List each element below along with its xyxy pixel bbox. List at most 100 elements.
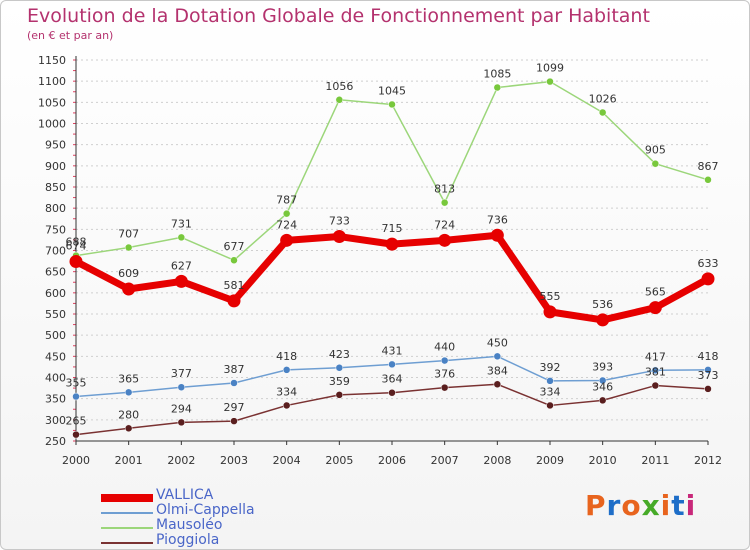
- data-label-pioggiola: 384: [487, 364, 508, 377]
- data-point-olmi-cappella: [177, 383, 186, 391]
- data-label-vallica: 565: [645, 286, 666, 299]
- data-point-pioggiola: [335, 391, 344, 399]
- data-point-pioggiola: [440, 383, 449, 392]
- data-point-vallica: [385, 237, 399, 251]
- data-point-mausol-o: [177, 233, 186, 242]
- data-point-vallica: [701, 272, 715, 286]
- data-point-vallica: [122, 282, 136, 296]
- data-label-pioggiola: 280: [118, 408, 139, 421]
- data-point-vallica: [174, 274, 188, 288]
- data-label-olmi-cappella: 417: [645, 350, 666, 363]
- data-point-olmi-cappella: [493, 352, 502, 361]
- data-label-vallica: 609: [118, 267, 139, 280]
- data-label-pioggiola: 294: [171, 402, 192, 415]
- data-label-olmi-cappella: 393: [592, 360, 613, 373]
- data-point-pioggiola: [493, 380, 502, 389]
- data-label-olmi-cappella: 418: [698, 350, 719, 363]
- data-point-mausol-o: [704, 176, 712, 184]
- legend-swatch: [101, 512, 153, 514]
- logo-letter: t: [671, 489, 686, 522]
- data-label-olmi-cappella: 423: [329, 348, 350, 361]
- data-point-vallica: [227, 294, 241, 308]
- data-label-vallica: 581: [224, 279, 245, 292]
- x-tick-label: 2010: [589, 454, 617, 467]
- data-label-mausol-o: 1056: [325, 80, 353, 93]
- data-point-vallica: [438, 233, 452, 247]
- y-tick-label: 550: [45, 308, 66, 321]
- data-label-olmi-cappella: 387: [224, 363, 245, 376]
- data-point-mausol-o: [335, 96, 344, 104]
- data-label-mausol-o: 867: [698, 160, 719, 173]
- data-label-olmi-cappella: 418: [276, 350, 297, 363]
- data-point-vallica: [69, 255, 83, 269]
- data-point-vallica: [332, 230, 346, 244]
- data-point-pioggiola: [546, 401, 554, 410]
- data-point-olmi-cappella: [704, 366, 712, 374]
- data-label-pioggiola: 346: [592, 380, 613, 393]
- data-label-mausol-o: 1099: [536, 62, 564, 75]
- data-point-olmi-cappella: [546, 377, 554, 385]
- data-label-vallica: 536: [592, 298, 613, 311]
- data-label-vallica: 733: [329, 215, 350, 228]
- data-point-olmi-cappella: [124, 388, 133, 397]
- y-tick-label: 600: [45, 287, 66, 300]
- x-tick-label: 2001: [115, 454, 143, 467]
- logo-letter: i: [685, 489, 697, 522]
- data-label-vallica: 633: [698, 257, 719, 270]
- data-point-mausol-o: [388, 100, 396, 109]
- data-point-pioggiola: [704, 385, 712, 393]
- data-point-pioggiola: [388, 388, 396, 397]
- data-label-pioggiola: 359: [329, 375, 350, 388]
- data-point-mausol-o: [230, 256, 238, 264]
- y-tick-label: 300: [45, 414, 66, 427]
- data-label-vallica: 715: [382, 222, 403, 235]
- proxiti-logo: Proxiti: [585, 489, 696, 522]
- data-label-mausol-o: 707: [118, 228, 139, 241]
- y-tick-label: 900: [45, 160, 66, 173]
- data-point-olmi-cappella: [651, 366, 660, 375]
- data-point-vallica: [280, 233, 294, 247]
- x-tick-label: 2003: [220, 454, 248, 467]
- legend-swatch: [101, 494, 153, 502]
- data-label-pioggiola: 373: [698, 369, 719, 382]
- data-point-olmi-cappella: [440, 356, 449, 365]
- data-point-mausol-o: [493, 83, 502, 92]
- legend-label: VALLICA: [156, 487, 214, 503]
- data-label-pioggiola: 334: [540, 385, 561, 398]
- data-point-mausol-o: [124, 243, 133, 252]
- y-tick-label: 450: [45, 350, 66, 363]
- x-tick-label: 2012: [694, 454, 722, 467]
- y-tick-label: 800: [45, 202, 66, 215]
- data-point-vallica: [543, 305, 557, 319]
- y-tick-label: 1050: [38, 96, 66, 109]
- logo-letter: x: [641, 489, 661, 522]
- legend-label: Olmi-Cappella: [156, 502, 255, 518]
- x-tick-label: 2011: [641, 454, 669, 467]
- y-tick-label: 1100: [38, 75, 66, 88]
- data-label-mausol-o: 813: [434, 183, 455, 196]
- y-tick-label: 1150: [38, 54, 66, 67]
- data-point-olmi-cappella: [598, 376, 607, 385]
- data-point-vallica: [648, 301, 662, 315]
- data-label-pioggiola: 334: [276, 385, 297, 398]
- x-tick-label: 2007: [431, 454, 459, 467]
- data-point-pioggiola: [177, 418, 186, 427]
- legend-swatch: [101, 542, 153, 544]
- data-label-mausol-o: 787: [276, 194, 297, 207]
- data-point-pioggiola: [72, 430, 80, 439]
- data-point-mausol-o: [598, 108, 607, 117]
- data-point-mausol-o: [651, 159, 660, 168]
- data-point-vallica: [490, 228, 504, 242]
- data-label-mausol-o: 1026: [589, 92, 617, 105]
- data-label-pioggiola: 297: [224, 401, 245, 414]
- data-label-olmi-cappella: 365: [118, 372, 139, 385]
- data-label-mausol-o: 688: [66, 236, 87, 249]
- data-point-pioggiola: [282, 401, 291, 410]
- data-point-pioggiola: [124, 424, 133, 433]
- y-tick-label: 250: [45, 435, 66, 448]
- data-label-vallica: 627: [171, 259, 192, 272]
- chart-title: Evolution de la Dotation Globale de Fonc…: [27, 5, 650, 27]
- x-tick-label: 2008: [483, 454, 511, 467]
- data-label-vallica: 736: [487, 213, 508, 226]
